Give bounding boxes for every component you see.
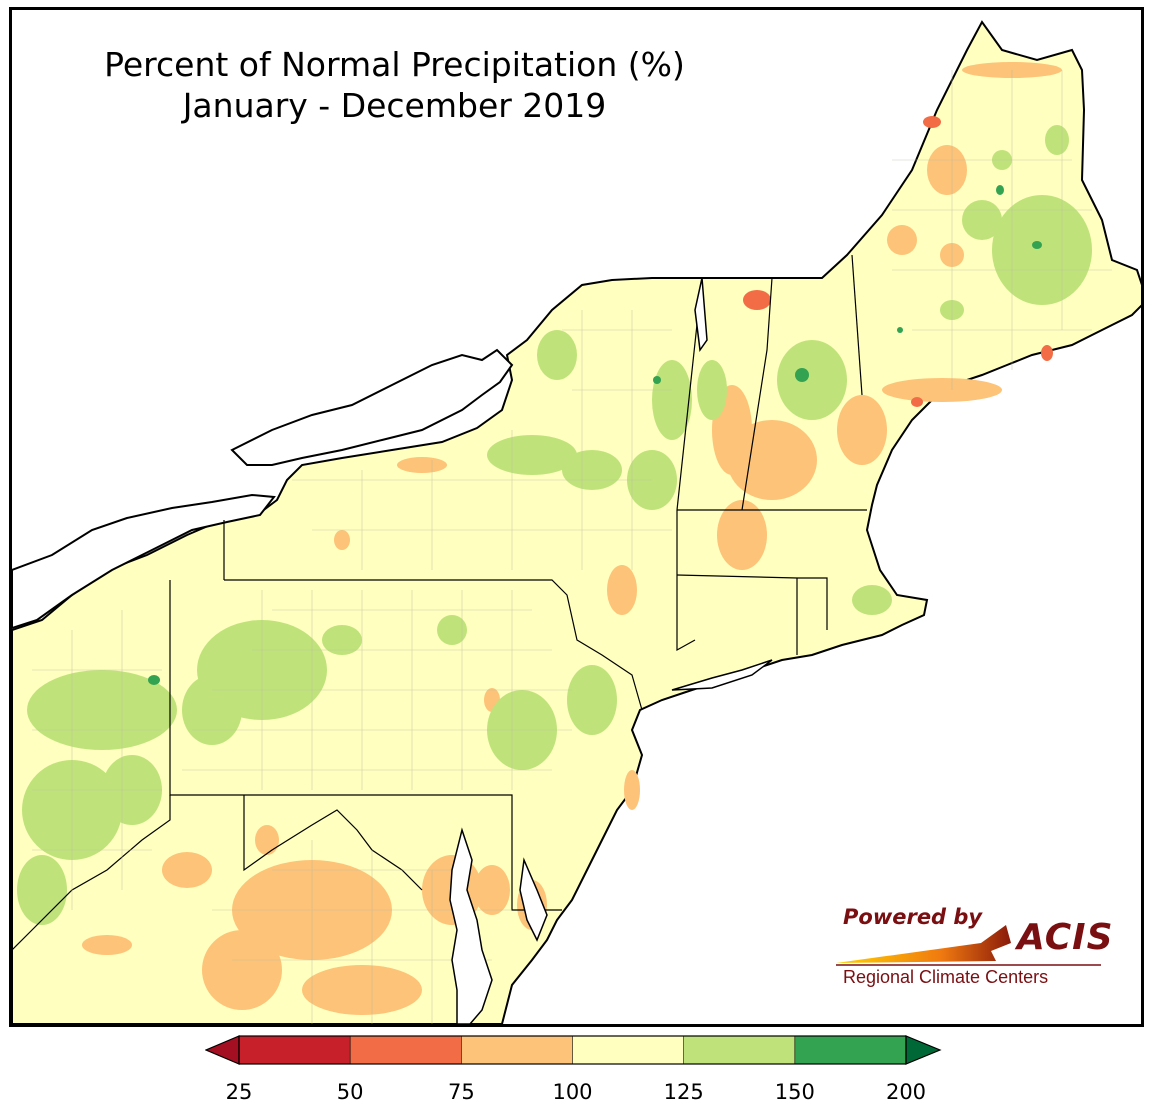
colorbar-bin-125-150 [683, 1036, 795, 1064]
colorbar-tick-label: 75 [447, 1080, 475, 1104]
lake-ontario [230, 348, 514, 466]
acis-swoosh-graphic [836, 925, 1101, 966]
colorbar-extend-high [905, 1035, 942, 1065]
state-boundaries [12, 254, 867, 951]
county-lines [32, 70, 1112, 1024]
map-title: Percent of Normal Precipitation (%) Janu… [12, 44, 777, 126]
map-title-line1: Percent of Normal Precipitation (%) [104, 45, 685, 84]
colorbar-bin-25-50 [239, 1036, 351, 1064]
colorbar-bin-75-100 [461, 1036, 573, 1064]
map-frame: Percent of Normal Precipitation (%) Janu… [9, 7, 1144, 1027]
colorbar-bin-50-75 [350, 1036, 462, 1064]
colorbar-tick-label: 100 [552, 1080, 593, 1104]
rcc-text: Regional Climate Centers [843, 967, 1049, 987]
colorbar-tick-label: 125 [663, 1080, 704, 1104]
anomaly-150-200 [148, 185, 1042, 685]
precipitation-map[interactable] [12, 10, 1141, 1024]
lake-erie [12, 493, 276, 630]
colorbar-tick-label: 150 [774, 1080, 815, 1104]
land-mass [12, 20, 1141, 1024]
colorbar-tick-label: 25 [225, 1080, 253, 1104]
map-title-line2: January - December 2019 [182, 86, 607, 125]
colorbar-tick-label: 200 [885, 1080, 927, 1104]
colorbar-tick-label: 50 [336, 1080, 364, 1104]
powered-by-text: Powered by [843, 905, 983, 929]
colorbar-extend-low [205, 1035, 240, 1065]
colorbar-bin-100-125 [572, 1036, 684, 1064]
anomaly-50-75 [743, 116, 1053, 407]
colorbar [205, 1035, 942, 1065]
acis-logo: Powered by ACIS Regional Climate Centers [831, 903, 1121, 998]
colorbar-bin-150-200 [794, 1036, 906, 1064]
coastal-water [449, 277, 773, 1024]
acis-text: ACIS [1017, 917, 1114, 958]
